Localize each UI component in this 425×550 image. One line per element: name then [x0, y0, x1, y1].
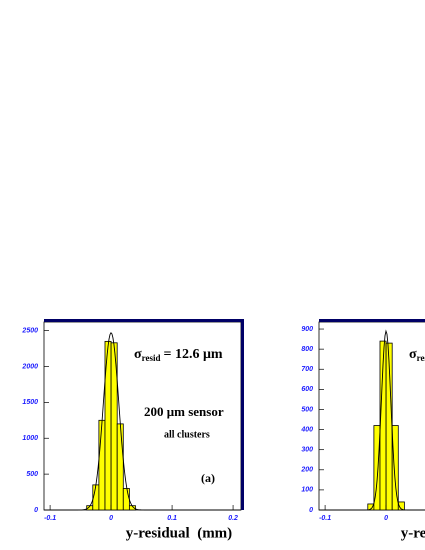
y-tick-label: 700: [301, 366, 313, 373]
x-tick-label: -0.1: [319, 515, 331, 522]
sigma-symbol: σ: [409, 347, 417, 362]
bar: [122, 488, 130, 511]
sigma-subscript: resid: [417, 353, 425, 363]
sigma-subscript: resid: [142, 353, 161, 363]
fit-curve: [319, 329, 425, 511]
sigma-annotation: σresid: [409, 347, 425, 363]
fit-curve: [44, 331, 241, 511]
sigma-symbol: σ: [134, 347, 142, 362]
x-tick-label: 0.2: [228, 515, 238, 522]
y-tick-label: 0: [34, 507, 38, 514]
x-tick-label: -0.1: [44, 515, 56, 522]
bar: [397, 501, 405, 511]
x-axis-label: y-residual (mm): [126, 525, 232, 541]
sigma-value: = 12.6 μm: [163, 347, 222, 362]
y-tick-label: 0: [309, 507, 313, 514]
bar: [391, 425, 399, 511]
y-tick-label: 500: [301, 406, 313, 413]
y-tick-label: 1000: [22, 435, 38, 442]
y-tick-label: 200: [300, 467, 313, 474]
y-tick-label: 500: [26, 471, 38, 478]
bar: [98, 419, 106, 511]
y-tick-label: 400: [300, 426, 313, 433]
y-tick-label: 800: [301, 346, 313, 353]
sensor-annotation: 200 μm sensor: [144, 404, 224, 419]
clusters-annotation: all clusters: [164, 429, 210, 440]
y-tick-label: 900: [301, 326, 313, 333]
y-tick-label: 2500: [21, 327, 38, 334]
sigma-annotation: σresid = 12.6 μm: [134, 347, 223, 363]
y-tick-label: 600: [301, 386, 313, 393]
x-tick-label: 0: [109, 515, 113, 522]
y-tick-label: 300: [301, 447, 313, 454]
y-tick-label: 2000: [21, 363, 38, 370]
x-tick-label: 0: [384, 515, 388, 522]
x-axis-label: y-residual (mm): [401, 525, 425, 541]
bar: [116, 423, 124, 511]
x-tick-label: 0.1: [167, 515, 177, 522]
panel-label: (a): [201, 471, 215, 485]
y-tick-label: 1500: [22, 399, 38, 406]
y-tick-label: 100: [301, 487, 313, 494]
